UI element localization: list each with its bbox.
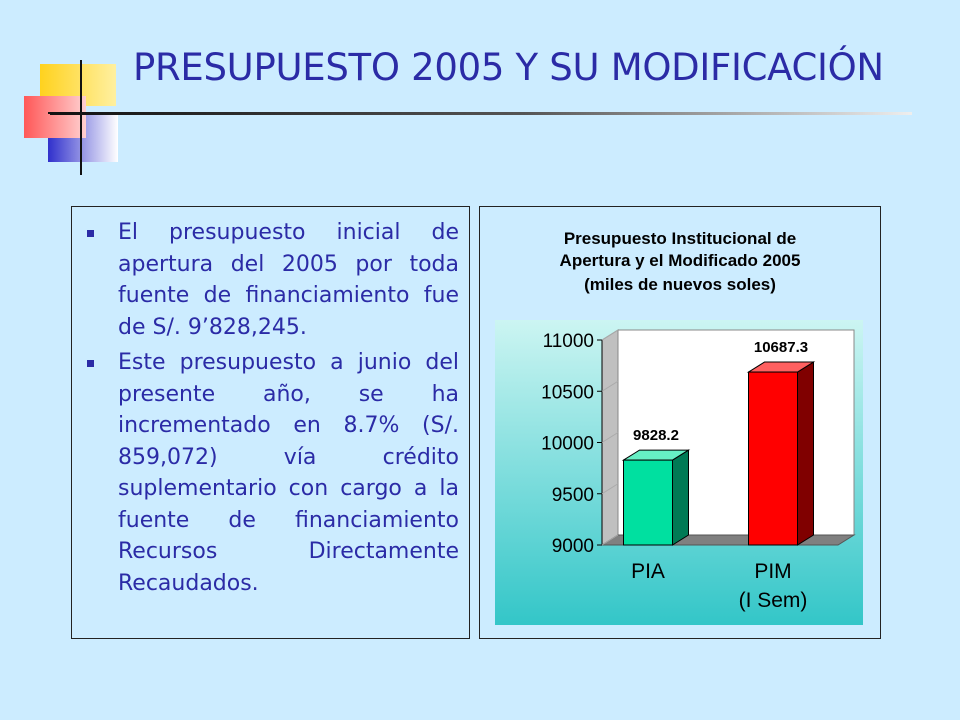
- x-category-label-pia: PIA: [631, 560, 665, 583]
- page-title: PRESUPUESTO 2005 Y SU MODIFICACIÓN: [133, 46, 884, 89]
- bullet-item: El presupuesto inicial de apertura del 2…: [87, 217, 459, 343]
- chart-title-line-2: Apertura y el Modificado 2005: [560, 251, 801, 270]
- chart-panel: Presupuesto Institucional de Apertura y …: [479, 206, 881, 639]
- title-underline: [50, 112, 912, 115]
- x-category-label-pim: PIM: [754, 560, 791, 583]
- y-tick-label: 10000: [541, 434, 594, 455]
- data-label-pim: 10687.3: [754, 339, 808, 356]
- bar-pia-side: [672, 449, 689, 546]
- y-tick-label: 11000: [543, 331, 594, 352]
- chart-title-line-3: (miles de nuevos soles): [584, 275, 776, 294]
- y-tick-connector: [601, 380, 619, 392]
- y-tick-connector: [601, 432, 619, 443]
- x-category-sublabel-pim: (I Sem): [739, 589, 808, 612]
- bullet-item: Este presupuesto a junio del presente añ…: [87, 347, 459, 599]
- bar-pim: [748, 371, 798, 546]
- data-label-pia: 9828.2: [633, 427, 679, 444]
- bar-chart: Presupuesto Institucional de Apertura y …: [495, 229, 863, 625]
- square-bullet-icon: [87, 230, 94, 237]
- y-tick-connector: [601, 483, 619, 495]
- chart-title-line-1: Presupuesto Institucional de: [564, 229, 796, 248]
- y-tick-label: 9500: [552, 485, 594, 506]
- y-tick-label: 10500: [541, 382, 594, 403]
- square-bullet-icon: [87, 360, 94, 367]
- bullet-text: El presupuesto inicial de apertura del 2…: [118, 220, 459, 340]
- decorative-squares-graphic: [24, 60, 118, 175]
- y-tick-connector: [601, 534, 619, 546]
- bar-pia: [623, 459, 673, 546]
- y-tick-label: 9000: [552, 536, 594, 557]
- text-panel: El presupuesto inicial de apertura del 2…: [71, 206, 470, 639]
- bar-pim-side: [797, 361, 814, 546]
- bullet-list: El presupuesto inicial de apertura del 2…: [72, 207, 469, 599]
- y-tick-connector: [601, 329, 619, 341]
- bullet-text: Este presupuesto a junio del presente añ…: [118, 350, 459, 596]
